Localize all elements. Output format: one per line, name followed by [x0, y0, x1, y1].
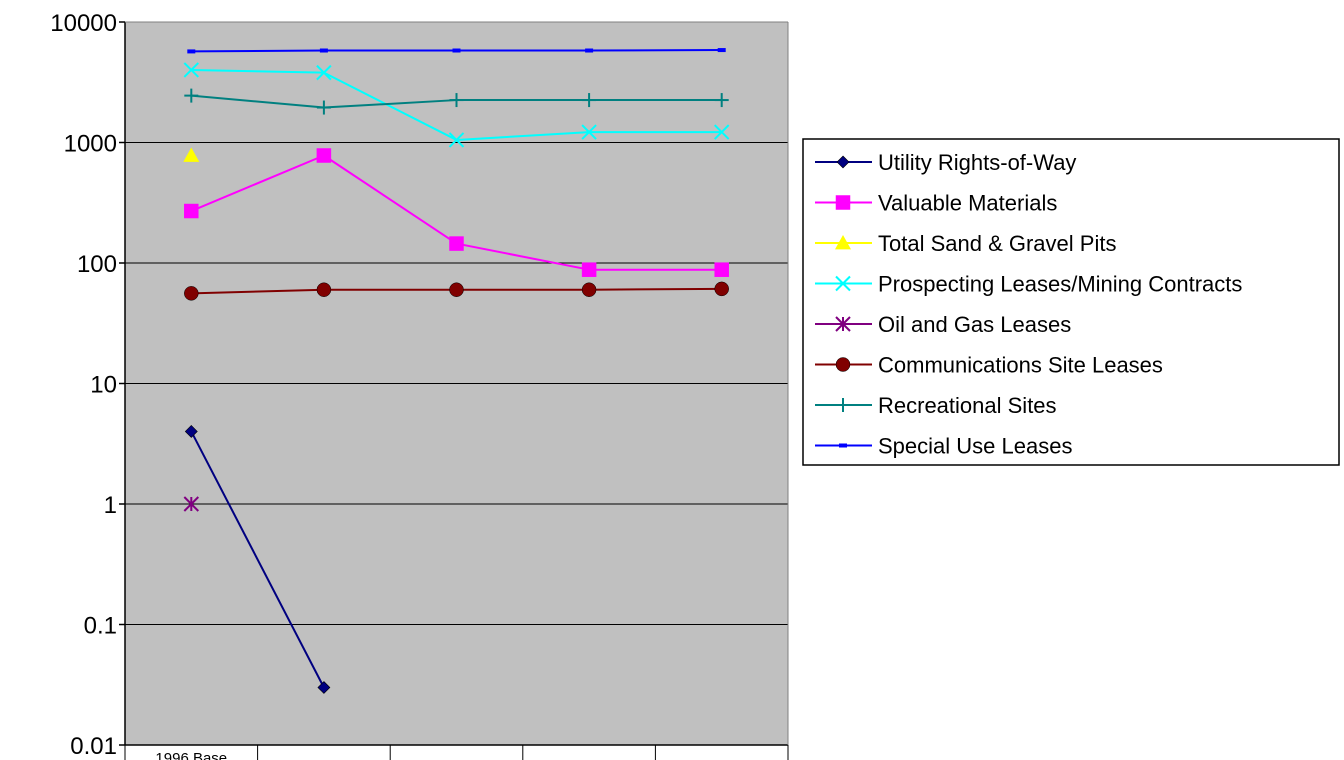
legend-label: Special Use Leases: [878, 434, 1072, 459]
series-point: [316, 64, 332, 81]
legend-label: Recreational Sites: [878, 393, 1057, 418]
y-tick-label: 1: [104, 492, 117, 519]
series-layer: [183, 48, 730, 694]
legend-item: Special Use Leases: [815, 434, 1072, 459]
series-line-segment: [456, 242, 590, 271]
legend-marker: [836, 398, 850, 412]
series-point: [582, 93, 597, 108]
series-line-segment: [191, 68, 324, 74]
gridlines: [125, 142, 788, 625]
series-point: [452, 48, 461, 53]
series-line-segment: [323, 71, 457, 141]
series-point: [184, 286, 199, 301]
x-category-label: 1996 Base: [155, 750, 227, 760]
legend: Utility Rights-of-Way Valuable Materials T…: [802, 138, 1340, 466]
legend-marker: [835, 235, 851, 250]
series-line-segment: [191, 49, 324, 53]
y-tick-label: 0.01: [70, 733, 117, 760]
series-point: [714, 281, 729, 297]
legend-item: Total Sand & Gravel Pits: [815, 231, 1116, 256]
series-point: [184, 88, 199, 103]
series-point: [585, 48, 594, 53]
series-line-segment: [589, 287, 722, 291]
y-tick-label: 100: [77, 251, 117, 278]
series-point: [581, 262, 597, 277]
y-tick-label: 10: [90, 372, 117, 399]
legend-item: Utility Rights-of-Way: [815, 150, 1076, 175]
legend-marker: [835, 316, 851, 332]
series-line-segment: [456, 131, 590, 141]
series-group: [184, 281, 729, 301]
legend-label: Utility Rights-of-Way: [878, 150, 1076, 175]
series-point: [187, 49, 196, 54]
series-point: [184, 425, 198, 438]
series-point: [713, 124, 730, 140]
series-line-segment: [191, 288, 324, 295]
series-group: [183, 62, 730, 148]
legend-box: [802, 138, 1340, 466]
series-point: [183, 496, 200, 512]
series-line-segment: [323, 99, 457, 109]
series-line-segment: [190, 430, 325, 688]
legend-item: Communications Site Leases: [815, 353, 1163, 378]
series-line-segment: [191, 94, 324, 109]
legend-item: Recreational Sites: [815, 393, 1057, 418]
series-point: [717, 48, 726, 53]
series-point: [316, 100, 331, 115]
series-point: [317, 681, 331, 694]
legend-marker: [836, 155, 850, 169]
y-tick-label: 10000: [50, 10, 117, 37]
legend-label: Oil and Gas Leases: [878, 312, 1071, 337]
series-point-stroke: [448, 132, 465, 148]
series-point: [448, 132, 465, 148]
legend-item: Oil and Gas Leases: [815, 312, 1071, 337]
series-point: [316, 282, 332, 297]
series-group: [184, 425, 331, 694]
y-axis-ticks: 10000 1000 100 10 1 0.1 0.01: [50, 10, 125, 760]
legend-label: Communications Site Leases: [878, 353, 1163, 378]
series-point: [184, 203, 199, 219]
legend-marker: [835, 357, 851, 372]
series-point: [581, 124, 597, 140]
legend-item: Valuable Materials: [815, 191, 1057, 216]
legend-marker: [835, 275, 851, 292]
series-point: [714, 93, 729, 108]
series-point-stroke: [316, 64, 332, 81]
series-group: [187, 48, 726, 54]
legend-label: Valuable Materials: [878, 191, 1057, 216]
series-point: [183, 147, 200, 162]
series-group: [184, 148, 729, 277]
series-point: [449, 236, 464, 251]
series-group: [183, 496, 200, 512]
legend-marker: [835, 195, 851, 210]
series-point: [316, 148, 332, 163]
series-point-stroke: [183, 62, 200, 78]
series-point: [449, 282, 464, 297]
y-tick-label: 1000: [64, 131, 117, 158]
y-tick-label: 0.1: [84, 613, 117, 640]
series-line-segment: [190, 154, 325, 212]
x-axis-categories: 1996 Base: [124, 744, 789, 760]
legend-marker-stroke: [835, 275, 851, 292]
series-point: [319, 48, 328, 53]
series-group: [183, 147, 200, 162]
legend-item: Prospecting Leases/Mining Contracts: [815, 272, 1242, 297]
series-point-stroke: [581, 124, 597, 140]
series-group: [184, 88, 729, 115]
series-point: [581, 282, 597, 297]
legend-label: Prospecting Leases/Mining Contracts: [878, 272, 1242, 297]
series-point: [183, 62, 200, 78]
series-line-segment: [323, 154, 458, 245]
legend-label: Total Sand & Gravel Pits: [878, 231, 1116, 256]
legend-marker: [839, 443, 847, 448]
series-point-stroke: [713, 124, 730, 140]
series-point: [714, 262, 729, 277]
series-point: [449, 93, 464, 108]
